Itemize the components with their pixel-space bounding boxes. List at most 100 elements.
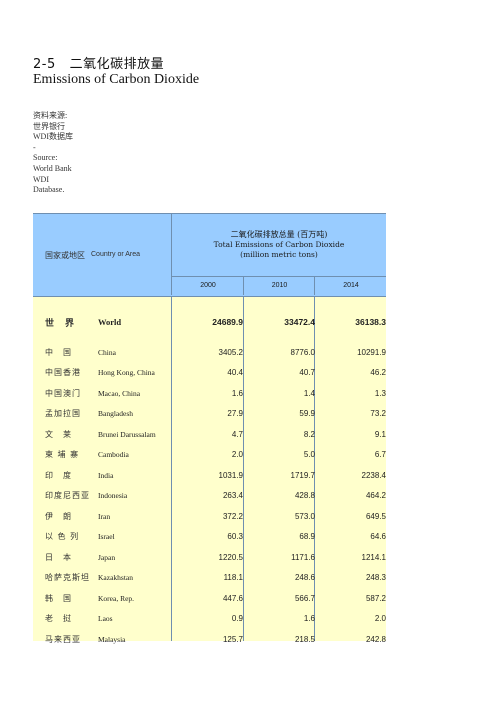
value-2000: 0.9 bbox=[231, 614, 243, 623]
country-name-cn: 印 度 bbox=[45, 470, 72, 480]
table-row: 文 莱 Brunei Darussalam 4.7 8.2 9.1 bbox=[33, 426, 386, 446]
table-row: 以 色 列 Israel 60.3 68.9 64.6 bbox=[33, 528, 386, 548]
table-row: 日 本 Japan 1220.5 1171.6 1214.1 bbox=[33, 549, 386, 569]
value-2014: 64.6 bbox=[370, 532, 386, 541]
value-2010: 8.2 bbox=[303, 429, 315, 439]
country-name-cn: 马来西亚 bbox=[45, 634, 81, 644]
column-divider bbox=[171, 297, 172, 641]
value-2010: 248.6 bbox=[294, 573, 315, 582]
country-name-cn: 哈萨克斯坦 bbox=[45, 573, 90, 582]
value-2010: 8776.0 bbox=[290, 347, 315, 357]
source-line: Database. bbox=[33, 185, 65, 195]
header-country-en: Country or Area bbox=[91, 251, 141, 258]
value-2010: 428.8 bbox=[294, 491, 315, 500]
value-2010: 1.6 bbox=[303, 614, 315, 623]
value-2000: 118.1 bbox=[223, 573, 243, 582]
country-name-en: Kazakhstan bbox=[98, 573, 133, 582]
table-row: 孟加拉国 Bangladesh 27.9 59.9 73.2 bbox=[33, 405, 386, 425]
country-name-cn: 中国澳门 bbox=[45, 388, 81, 398]
table-row: 印 度 India 1031.9 1719.7 2238.4 bbox=[33, 467, 386, 487]
country-name-en: Malaysia bbox=[98, 634, 126, 644]
country-name-cn: 日 本 bbox=[45, 552, 72, 562]
value-2000: 3405.2 bbox=[218, 347, 243, 357]
table-row: 中 国 China 3405.2 8776.0 10291.9 bbox=[33, 344, 386, 364]
header-year-2000: 2000 bbox=[171, 276, 244, 295]
header-group: 二氧化碳排放总量 (百万吨) Total Emissions of Carbon… bbox=[171, 214, 386, 277]
source-line: 世界银行 bbox=[33, 121, 65, 131]
value-2014: 649.5 bbox=[365, 511, 386, 521]
value-2014: 464.2 bbox=[365, 491, 386, 500]
table-row: 马来西亚 Malaysia 125.7 218.5 242.8 bbox=[33, 631, 386, 651]
table-header: 国家或地区 Country or Area 二氧化碳排放总量 (百万吨) Tot… bbox=[33, 213, 386, 296]
value-2000: 263.4 bbox=[222, 491, 243, 500]
header-year-2010: 2010 bbox=[243, 276, 315, 295]
source-line: World Bank bbox=[33, 163, 72, 173]
title-cn-text: 二氧化碳排放量 bbox=[69, 57, 165, 72]
value-2010: 59.9 bbox=[299, 409, 315, 418]
emissions-table: 国家或地区 Country or Area 二氧化碳排放总量 (百万吨) Tot… bbox=[33, 213, 386, 644]
column-divider bbox=[243, 297, 244, 641]
country-name-en: Indonesia bbox=[98, 491, 128, 500]
value-2000: 40.4 bbox=[227, 368, 243, 377]
source-line: 资料来源: bbox=[33, 111, 68, 120]
country-name-en: Hong Kong, China bbox=[98, 368, 155, 377]
value-2010: 40.7 bbox=[299, 368, 315, 377]
country-name-en: Iran bbox=[98, 511, 111, 521]
value-2010: 566.7 bbox=[294, 593, 315, 603]
source-line: - bbox=[33, 142, 36, 152]
value-2010: 218.5 bbox=[294, 634, 315, 644]
table-row: 印度尼西亚 Indonesia 263.4 428.8 464.2 bbox=[33, 487, 386, 507]
source-line: WDI bbox=[33, 174, 49, 184]
value-2010: 1.4 bbox=[303, 388, 315, 398]
country-name-cn: 韩 国 bbox=[45, 593, 72, 603]
value-2000: 24689.9 bbox=[212, 317, 243, 327]
value-2014: 587.2 bbox=[365, 593, 386, 603]
page-title-en: Emissions of Carbon Dioxide bbox=[33, 72, 200, 87]
country-name-en: Brunei Darussalam bbox=[98, 429, 156, 439]
country-name-cn: 世 界 bbox=[45, 319, 76, 329]
value-2000: 372.2 bbox=[222, 511, 243, 521]
value-2000: 27.9 bbox=[227, 409, 243, 418]
value-2010: 573.0 bbox=[294, 511, 315, 521]
table-row: 韩 国 Korea, Rep. 447.6 566.7 587.2 bbox=[33, 590, 386, 610]
value-2014: 242.8 bbox=[365, 634, 386, 644]
value-2010: 5.0 bbox=[303, 450, 315, 459]
value-2014: 1.3 bbox=[374, 388, 386, 398]
country-name-cn: 印度尼西亚 bbox=[45, 491, 90, 500]
value-2000: 1.6 bbox=[231, 388, 243, 398]
source-line: Source: bbox=[33, 153, 58, 163]
value-2000: 125.7 bbox=[222, 634, 243, 644]
header-group-en: Total Emissions of Carbon Dioxide bbox=[213, 240, 345, 249]
country-name-cn: 文 莱 bbox=[45, 429, 72, 439]
value-2014: 248.3 bbox=[365, 573, 386, 582]
table-body: 世 界 World 24689.9 33472.4 36138.3 中 国 China 340… bbox=[33, 296, 386, 644]
table-row: 哈萨克斯坦 Kazakhstan 118.1 248.6 248.3 bbox=[33, 569, 386, 589]
value-2014: 2.0 bbox=[374, 614, 386, 623]
header-year-2014: 2014 bbox=[314, 276, 387, 295]
table-row: 老 挝 Laos 0.9 1.6 2.0 bbox=[33, 610, 386, 630]
country-name-cn: 中国香港 bbox=[45, 368, 81, 377]
header-group-cn: 二氧化碳排放总量 (百万吨) bbox=[230, 230, 328, 239]
value-2000: 1220.5 bbox=[218, 552, 243, 562]
country-name-en: India bbox=[98, 470, 114, 480]
value-2014: 1214.1 bbox=[361, 552, 386, 562]
value-2010: 1171.6 bbox=[291, 552, 315, 562]
country-name-cn: 老 挝 bbox=[45, 614, 72, 623]
value-2014: 10291.9 bbox=[357, 347, 386, 357]
country-name-en: Bangladesh bbox=[98, 409, 133, 418]
country-name-en: Cambodia bbox=[98, 450, 129, 459]
country-name-cn: 中 国 bbox=[45, 347, 72, 357]
value-2000: 1031.9 bbox=[218, 470, 243, 480]
value-2000: 60.3 bbox=[227, 532, 243, 541]
value-2014: 9.1 bbox=[374, 429, 386, 439]
value-2014: 36138.3 bbox=[355, 317, 386, 327]
value-2010: 33472.4 bbox=[284, 317, 315, 327]
table-row: 中国香港 Hong Kong, China 40.4 40.7 46.2 bbox=[33, 364, 386, 384]
country-name-en: Korea, Rep. bbox=[98, 593, 135, 603]
value-2014: 2238.4 bbox=[361, 470, 386, 480]
country-name-en: Laos bbox=[98, 614, 113, 623]
source-note: 资料来源: 世界银行 WDI数据库 - Source: World Bank W… bbox=[33, 111, 73, 196]
table-row: 中国澳门 Macao, China 1.6 1.4 1.3 bbox=[33, 385, 386, 405]
country-name-cn: 柬 埔 寨 bbox=[45, 450, 80, 459]
table-row: 伊 朗 Iran 372.2 573.0 649.5 bbox=[33, 508, 386, 528]
